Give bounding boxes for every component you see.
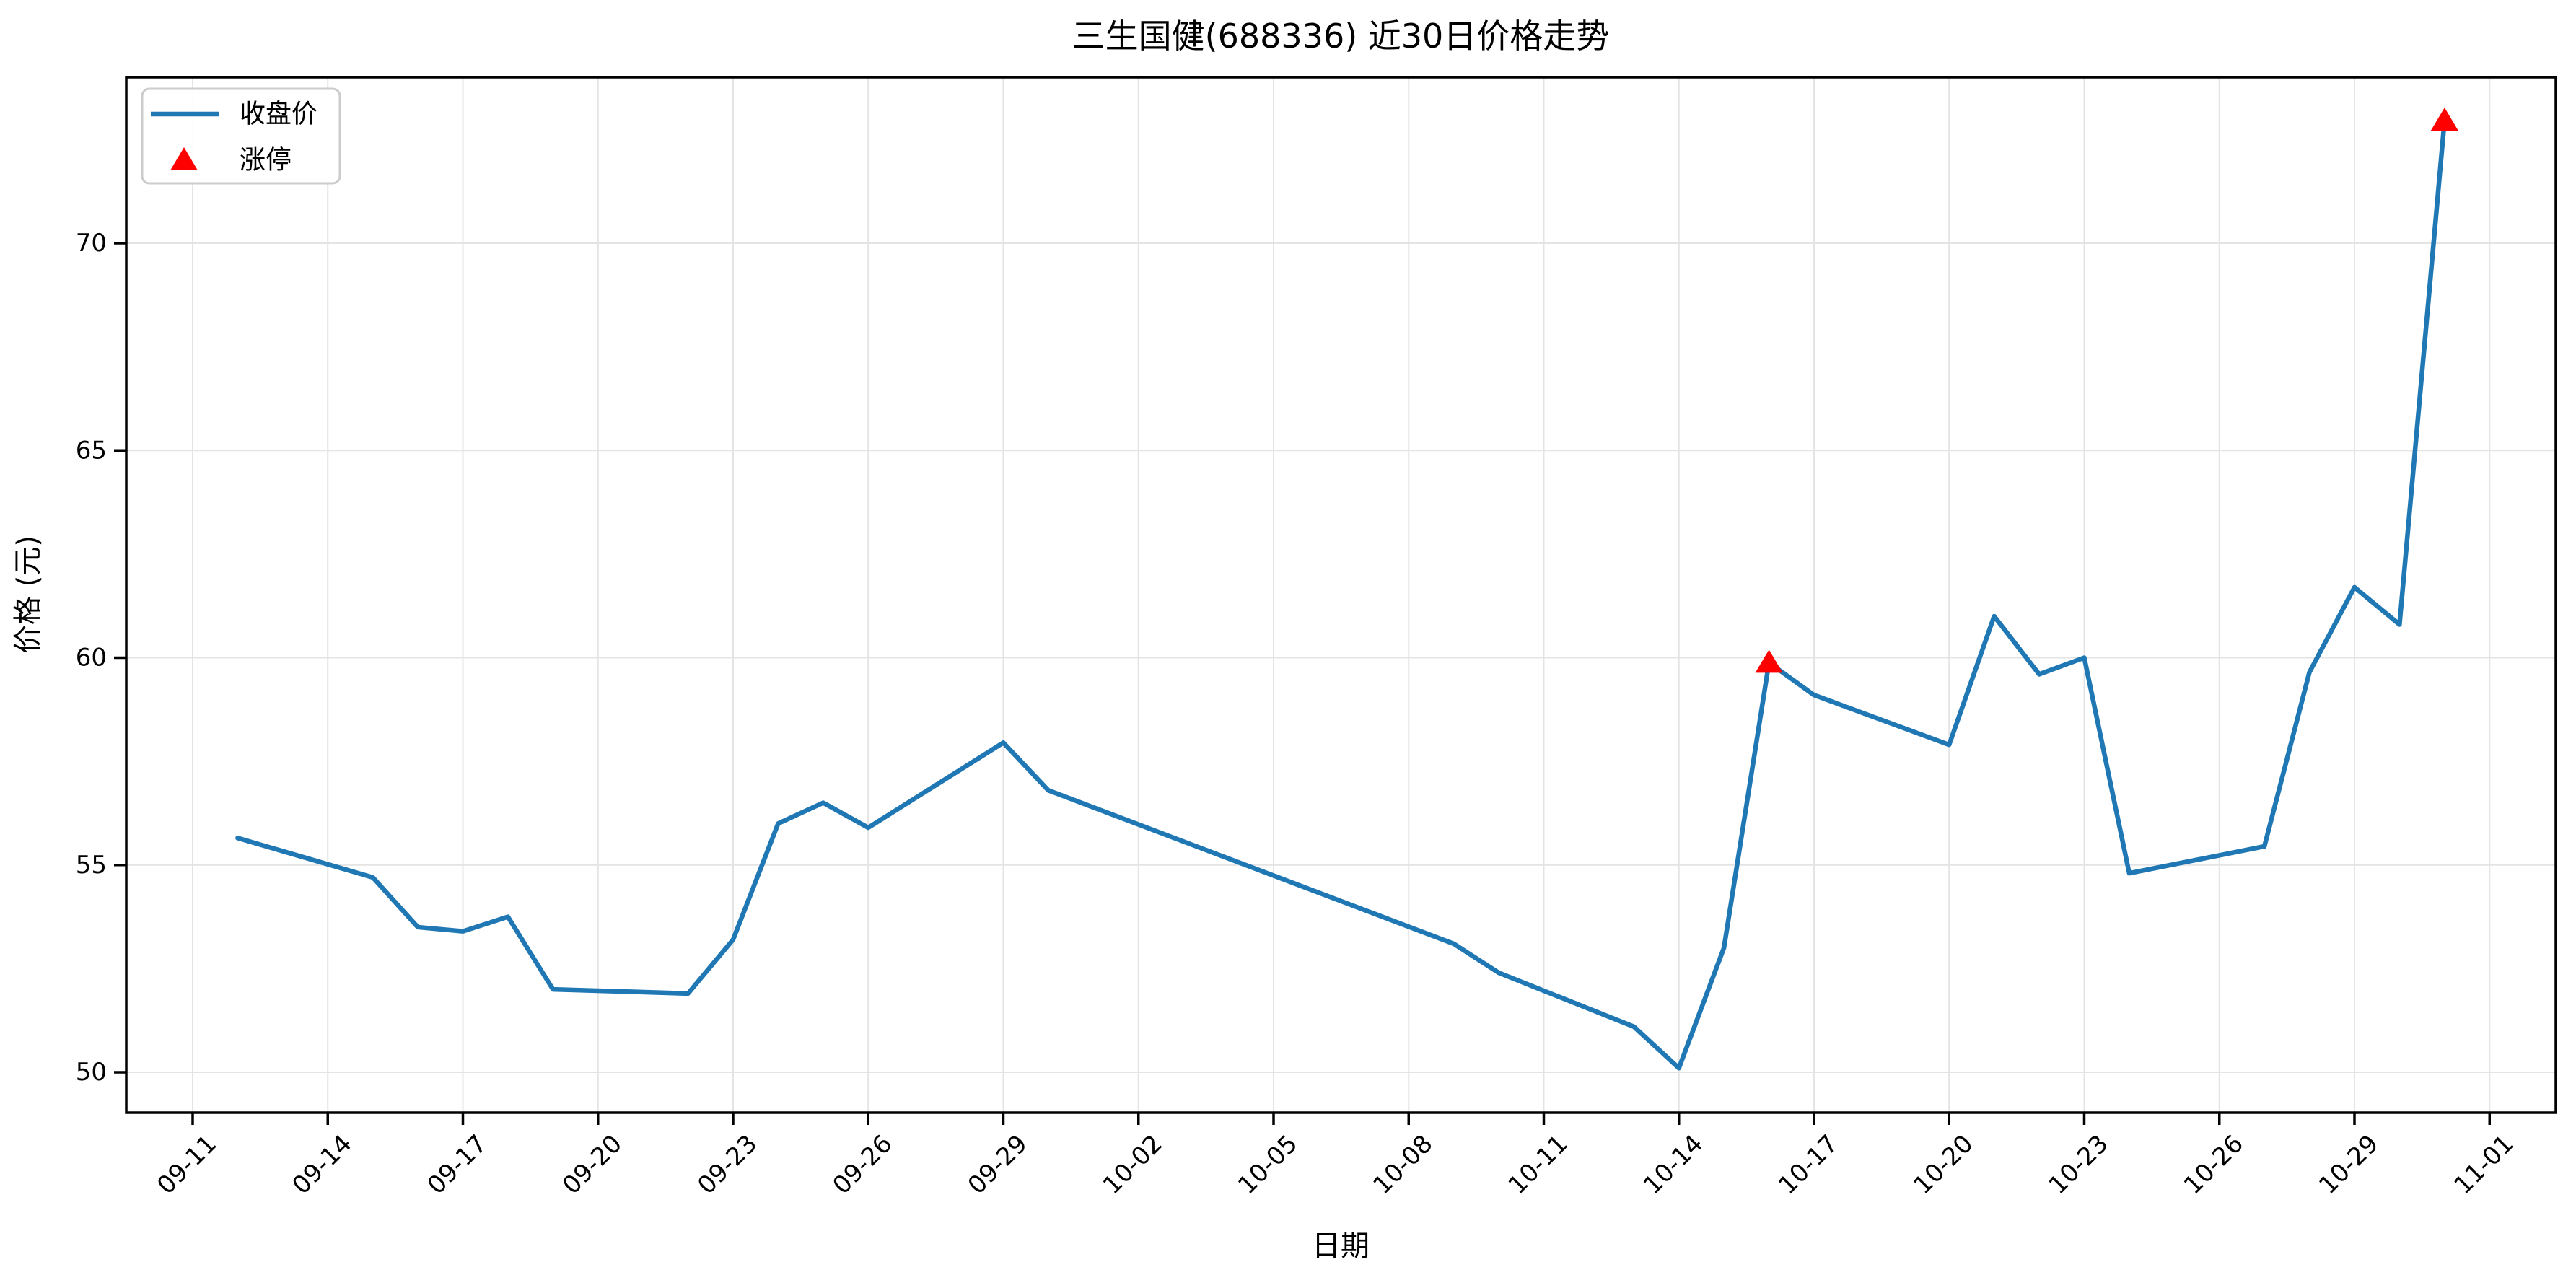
- x-tick-label: 10-26: [2178, 1129, 2249, 1200]
- legend-label-close: 收盘价: [240, 100, 317, 129]
- grid-layer: [126, 77, 2556, 1113]
- x-tick-label: 09-29: [963, 1129, 1033, 1200]
- y-tick-label: 50: [76, 1058, 107, 1087]
- x-tick-label: 09-17: [422, 1129, 493, 1200]
- x-tick-label: 09-26: [827, 1129, 898, 1200]
- y-tick-label: 65: [76, 436, 107, 465]
- limit-up-marker: [2430, 107, 2458, 131]
- x-tick-label: 11-01: [2448, 1129, 2519, 1200]
- x-tick-label: 09-14: [286, 1129, 357, 1200]
- x-tick-label: 10-14: [1638, 1129, 1709, 1200]
- x-tick-label: 10-11: [1503, 1129, 1574, 1200]
- legend-limit-up-triangle-icon: [170, 147, 198, 170]
- y-axis-label: 价格 (元): [12, 535, 45, 654]
- x-tick-label: 09-23: [692, 1129, 763, 1200]
- chart-title: 三生国健(688336) 近30日价格走势: [1072, 17, 1610, 56]
- x-tick-label: 10-02: [1098, 1129, 1168, 1200]
- limit-up-marker: [1755, 649, 1783, 673]
- plot-frame: [125, 76, 2557, 1114]
- y-tick-label: 55: [76, 851, 107, 880]
- x-axis-label: 日期: [1312, 1230, 1370, 1263]
- x-tick-label: 10-05: [1232, 1129, 1303, 1200]
- x-tick-label: 09-20: [557, 1129, 628, 1200]
- x-tick-label: 10-20: [1908, 1129, 1979, 1200]
- y-tick-label: 60: [76, 644, 107, 672]
- legend-label-limit-up: 涨停: [240, 146, 292, 175]
- x-tick-label: 10-23: [2043, 1129, 2114, 1200]
- x-tick-label: 10-17: [1773, 1129, 1844, 1200]
- data-layer: [235, 107, 2458, 1071]
- x-tick-label: 10-08: [1367, 1129, 1438, 1200]
- x-tick-label: 10-29: [2313, 1129, 2384, 1200]
- x-tick-label: 09-11: [152, 1129, 222, 1200]
- legend: 收盘价 涨停: [141, 87, 341, 185]
- close-price-line: [235, 118, 2448, 1071]
- tick-layer: 09-11 09-14 09-17 09-20 09-23 09-26 09-29 10-02…: [76, 229, 2520, 1200]
- y-tick-label: 70: [76, 229, 107, 258]
